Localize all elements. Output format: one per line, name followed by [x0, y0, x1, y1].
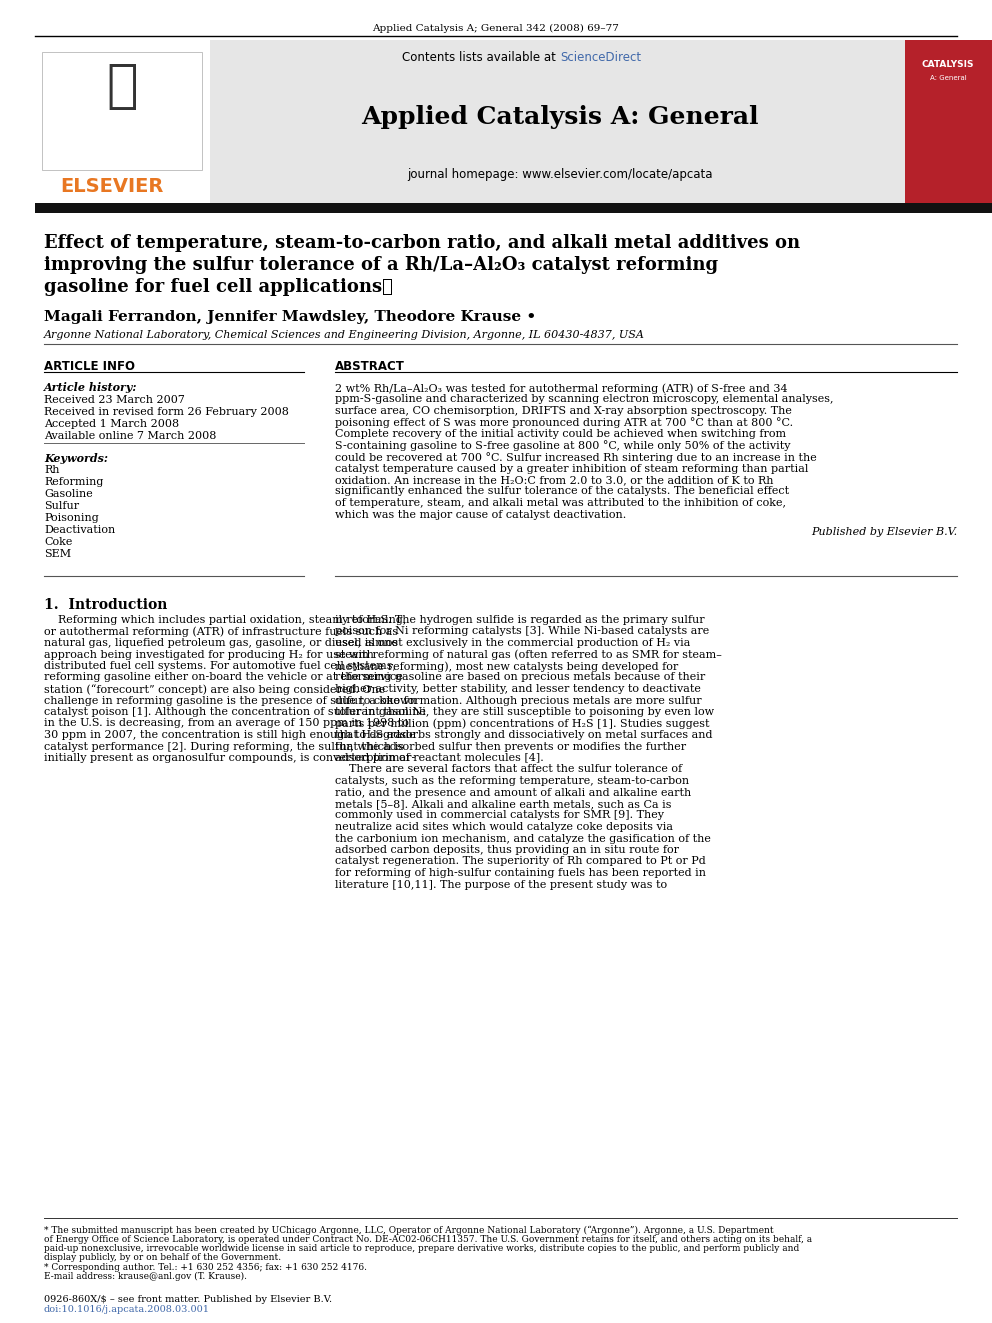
Bar [35, 202, 992, 213]
Text: the carbonium ion mechanism, and catalyze the gasification of the: the carbonium ion mechanism, and catalyz… [335, 833, 711, 844]
Text: Poisoning: Poisoning [44, 513, 99, 523]
Bar [42, 52, 202, 169]
Text: Applied Catalysis A: General: Applied Catalysis A: General [361, 105, 759, 130]
Text: Deactivation: Deactivation [44, 525, 115, 534]
Text: adsorption of reactant molecules [4].: adsorption of reactant molecules [4]. [335, 753, 544, 763]
Text: literature [10,11]. The purpose of the present study was to: literature [10,11]. The purpose of the p… [335, 880, 668, 889]
Text: Complete recovery of the initial activity could be achieved when switching from: Complete recovery of the initial activit… [335, 429, 786, 439]
Text: catalyst performance [2]. During reforming, the sulfur, which is: catalyst performance [2]. During reformi… [44, 741, 404, 751]
Text: E-mail address: krause@anl.gov (T. Krause).: E-mail address: krause@anl.gov (T. Kraus… [44, 1271, 247, 1281]
Text: tolerant than Ni, they are still susceptible to poisoning by even low: tolerant than Ni, they are still suscept… [335, 706, 714, 717]
Text: natural gas, liquefied petroleum gas, gasoline, or diesel, is one: natural gas, liquefied petroleum gas, ga… [44, 638, 398, 648]
Text: Effect of temperature, steam-to-carbon ratio, and alkali metal additives on: Effect of temperature, steam-to-carbon r… [44, 234, 801, 251]
Text: catalyst poison [1]. Although the concentration of sulfur in gasoline: catalyst poison [1]. Although the concen… [44, 706, 426, 717]
Text: * The submitted manuscript has been created by UChicago Argonne, LLC, Operator o: * The submitted manuscript has been crea… [44, 1226, 774, 1236]
Text: used almost exclusively in the commercial production of H₂ via: used almost exclusively in the commercia… [335, 638, 690, 648]
Text: parts per million (ppm) concentrations of H₂S [1]. Studies suggest: parts per million (ppm) concentrations o… [335, 718, 709, 729]
Text: reforming gasoline are based on precious metals because of their: reforming gasoline are based on precious… [335, 672, 705, 683]
Text: ScienceDirect: ScienceDirect [560, 52, 641, 64]
Bar [35, 40, 210, 205]
Text: catalysts, such as the reforming temperature, steam-to-carbon: catalysts, such as the reforming tempera… [335, 777, 689, 786]
Text: * Corresponding author. Tel.: +1 630 252 4356; fax: +1 630 252 4176.: * Corresponding author. Tel.: +1 630 252… [44, 1263, 367, 1271]
Text: could be recovered at 700 °C. Sulfur increased Rh sintering due to an increase i: could be recovered at 700 °C. Sulfur inc… [335, 452, 816, 463]
Text: SEM: SEM [44, 549, 71, 560]
Text: higher activity, better stability, and lesser tendency to deactivate: higher activity, better stability, and l… [335, 684, 701, 695]
Text: Reforming: Reforming [44, 478, 103, 487]
Text: Gasoline: Gasoline [44, 490, 92, 499]
Text: Keywords:: Keywords: [44, 452, 108, 464]
Text: paid-up nonexclusive, irrevocable worldwide license in said article to reproduce: paid-up nonexclusive, irrevocable worldw… [44, 1244, 800, 1253]
Text: display publicly, by or on behalf of the Government.: display publicly, by or on behalf of the… [44, 1253, 281, 1262]
Text: or autothermal reforming (ATR) of infrastructure fuels such as: or autothermal reforming (ATR) of infras… [44, 627, 398, 638]
Text: poison for Ni reforming catalysts [3]. While Ni-based catalysts are: poison for Ni reforming catalysts [3]. W… [335, 627, 709, 636]
Text: Available online 7 March 2008: Available online 7 March 2008 [44, 431, 216, 441]
Text: Accepted 1 March 2008: Accepted 1 March 2008 [44, 419, 180, 429]
Text: doi:10.1016/j.apcata.2008.03.001: doi:10.1016/j.apcata.2008.03.001 [44, 1304, 210, 1314]
Text: 🌲: 🌲 [106, 60, 138, 112]
Text: ratio, and the presence and amount of alkali and alkaline earth: ratio, and the presence and amount of al… [335, 787, 691, 798]
Bar [905, 40, 992, 205]
Text: surface area, CO chemisorption, DRIFTS and X-ray absorption spectroscopy. The: surface area, CO chemisorption, DRIFTS a… [335, 406, 792, 415]
Text: initially present as organosulfur compounds, is converted primar-: initially present as organosulfur compou… [44, 753, 416, 763]
Text: gasoline for fuel cell applications⋆: gasoline for fuel cell applications⋆ [44, 278, 393, 296]
Text: Sulfur: Sulfur [44, 501, 79, 511]
Text: challenge in reforming gasoline is the presence of sulfur, a known: challenge in reforming gasoline is the p… [44, 696, 417, 705]
Text: Received 23 March 2007: Received 23 March 2007 [44, 396, 185, 405]
Text: CATALYSIS: CATALYSIS [922, 60, 974, 69]
Text: A: General: A: General [930, 75, 966, 81]
Text: ABSTRACT: ABSTRACT [335, 360, 405, 373]
Text: Article history:: Article history: [44, 382, 138, 393]
Text: S-containing gasoline to S-free gasoline at 800 °C, while only 50% of the activi: S-containing gasoline to S-free gasoline… [335, 441, 791, 451]
Text: Contents lists available at: Contents lists available at [403, 52, 560, 64]
Text: catalyst temperature caused by a greater inhibition of steam reforming than part: catalyst temperature caused by a greater… [335, 463, 808, 474]
Text: poisoning effect of S was more pronounced during ATR at 700 °C than at 800 °C.: poisoning effect of S was more pronounce… [335, 418, 794, 429]
Text: oxidation. An increase in the H₂O:C from 2.0 to 3.0, or the addition of K to Rh: oxidation. An increase in the H₂O:C from… [335, 475, 774, 486]
Text: in the U.S. is decreasing, from an average of 150 ppm in 1998 to: in the U.S. is decreasing, from an avera… [44, 718, 409, 729]
Text: steam reforming of natural gas (often referred to as SMR for steam–: steam reforming of natural gas (often re… [335, 650, 722, 660]
Text: for reforming of high-sulfur containing fuels has been reported in: for reforming of high-sulfur containing … [335, 868, 706, 878]
Text: due to coke formation. Although precious metals are more sulfur: due to coke formation. Although precious… [335, 696, 701, 705]
Text: ARTICLE INFO: ARTICLE INFO [44, 360, 135, 373]
Text: Coke: Coke [44, 537, 72, 546]
Text: ily to H₂S. The hydrogen sulfide is regarded as the primary sulfur: ily to H₂S. The hydrogen sulfide is rega… [335, 615, 704, 624]
Text: reforming gasoline either on-board the vehicle or at the service: reforming gasoline either on-board the v… [44, 672, 403, 683]
Text: adsorbed carbon deposits, thus providing an in situ route for: adsorbed carbon deposits, thus providing… [335, 845, 679, 855]
Text: ELSEVIER: ELSEVIER [60, 177, 164, 196]
Text: journal homepage: www.elsevier.com/locate/apcata: journal homepage: www.elsevier.com/locat… [408, 168, 712, 181]
Text: metals [5–8]. Alkali and alkaline earth metals, such as Ca is: metals [5–8]. Alkali and alkaline earth … [335, 799, 672, 808]
Text: station (“forecourt” concept) are also being considered. One: station (“forecourt” concept) are also b… [44, 684, 385, 695]
Text: 30 ppm in 2007, the concentration is still high enough to degrade: 30 ppm in 2007, the concentration is sti… [44, 730, 416, 740]
Text: distributed fuel cell systems. For automotive fuel cell systems,: distributed fuel cell systems. For autom… [44, 662, 396, 671]
Text: approach being investigated for producing H₂ for use with: approach being investigated for producin… [44, 650, 374, 659]
Text: 0926-860X/$ – see front matter. Published by Elsevier B.V.: 0926-860X/$ – see front matter. Publishe… [44, 1295, 332, 1304]
Text: Argonne National Laboratory, Chemical Sciences and Engineering Division, Argonne: Argonne National Laboratory, Chemical Sc… [44, 329, 645, 340]
Text: improving the sulfur tolerance of a Rh/La–Al₂O₃ catalyst reforming: improving the sulfur tolerance of a Rh/L… [44, 255, 718, 274]
Text: There are several factors that affect the sulfur tolerance of: There are several factors that affect th… [335, 765, 682, 774]
Text: which was the major cause of catalyst deactivation.: which was the major cause of catalyst de… [335, 509, 626, 520]
Text: that H₂S adsorbs strongly and dissociatively on metal surfaces and: that H₂S adsorbs strongly and dissociati… [335, 730, 712, 740]
Text: 1.  Introduction: 1. Introduction [44, 598, 168, 613]
Text: Published by Elsevier B.V.: Published by Elsevier B.V. [810, 527, 957, 537]
Text: Applied Catalysis A; General 342 (2008) 69–77: Applied Catalysis A; General 342 (2008) … [373, 24, 619, 33]
Text: ppm-S-gasoline and characterized by scanning electron microscopy, elemental anal: ppm-S-gasoline and characterized by scan… [335, 394, 833, 405]
Text: Reforming which includes partial oxidation, steam reforming,: Reforming which includes partial oxidati… [44, 615, 407, 624]
Text: Magali Ferrandon, Jennifer Mawdsley, Theodore Krause •: Magali Ferrandon, Jennifer Mawdsley, The… [44, 310, 537, 324]
Text: Received in revised form 26 February 2008: Received in revised form 26 February 200… [44, 407, 289, 417]
Text: catalyst regeneration. The superiority of Rh compared to Pt or Pd: catalyst regeneration. The superiority o… [335, 856, 705, 867]
Text: methane reforming), most new catalysts being developed for: methane reforming), most new catalysts b… [335, 662, 679, 672]
Bar [210, 40, 905, 205]
Text: 2 wt% Rh/La–Al₂O₃ was tested for autothermal reforming (ATR) of S-free and 34: 2 wt% Rh/La–Al₂O₃ was tested for autothe… [335, 382, 788, 393]
Text: significantly enhanced the sulfur tolerance of the catalysts. The beneficial eff: significantly enhanced the sulfur tolera… [335, 487, 789, 496]
Text: of temperature, steam, and alkali metal was attributed to the inhibition of coke: of temperature, steam, and alkali metal … [335, 497, 786, 508]
Text: Rh: Rh [44, 464, 60, 475]
Text: of Energy Office of Science Laboratory, is operated under Contract No. DE-AC02-0: of Energy Office of Science Laboratory, … [44, 1234, 812, 1244]
Text: neutralize acid sites which would catalyze coke deposits via: neutralize acid sites which would cataly… [335, 822, 673, 832]
Text: that the adsorbed sulfur then prevents or modifies the further: that the adsorbed sulfur then prevents o… [335, 741, 686, 751]
Text: commonly used in commercial catalysts for SMR [9]. They: commonly used in commercial catalysts fo… [335, 811, 664, 820]
